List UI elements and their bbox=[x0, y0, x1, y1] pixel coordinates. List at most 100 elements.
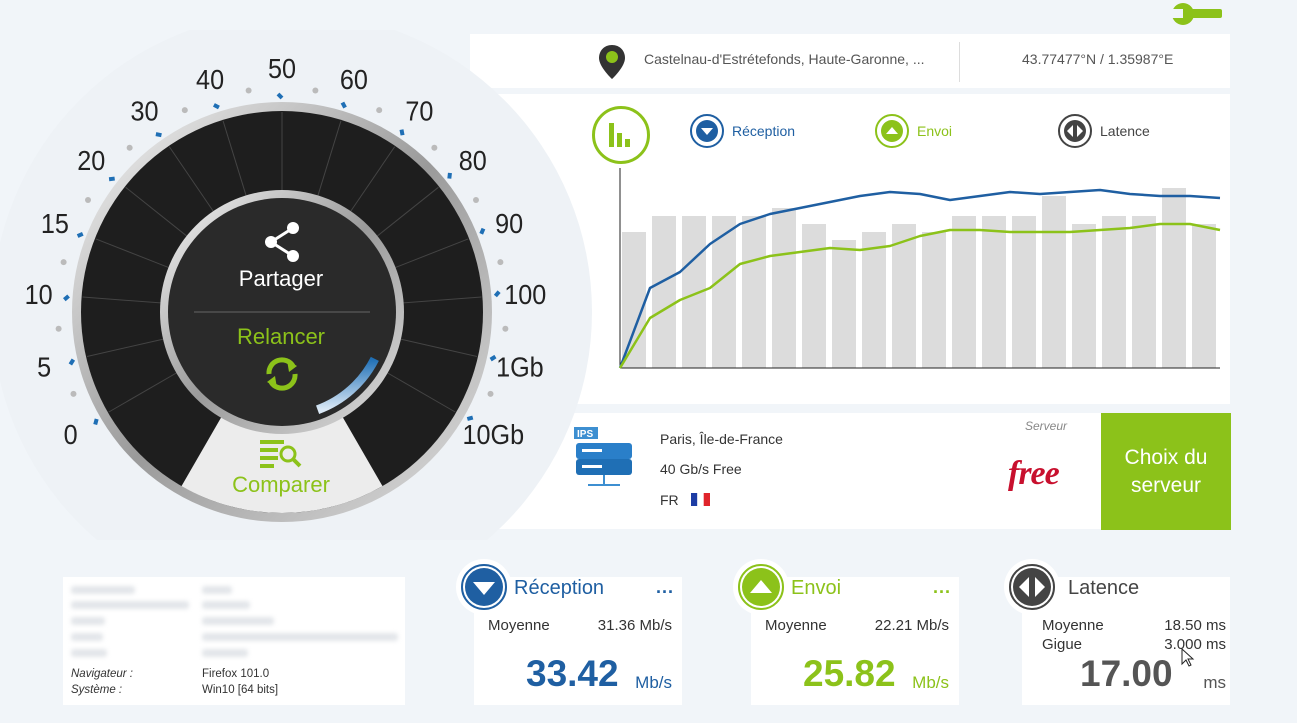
blurred-text bbox=[202, 601, 250, 609]
gauge-tick-label: 100 bbox=[504, 279, 546, 311]
gauge-dot bbox=[497, 259, 504, 266]
server-panel: IPS Paris, Île-de-France 40 Gb/s Free FR… bbox=[470, 413, 1102, 529]
compare-button[interactable]: Comparer bbox=[218, 434, 344, 500]
chart-bar bbox=[1132, 216, 1156, 368]
reception-icon-wrap bbox=[456, 559, 512, 615]
gauge-tick-label: 40 bbox=[196, 64, 224, 96]
chart-bar bbox=[892, 224, 916, 368]
gauge-tick-label: 60 bbox=[340, 64, 368, 96]
latency-icon bbox=[1058, 114, 1092, 148]
gauge-dot bbox=[70, 390, 77, 397]
location-panel: Castelnau-d'Estrétefonds, Haute-Garonne,… bbox=[470, 34, 1230, 88]
free-logo: free bbox=[1008, 455, 1060, 492]
mouse-cursor-icon bbox=[1181, 648, 1195, 667]
rerun-label: Relancer bbox=[236, 324, 326, 349]
download-icon bbox=[461, 564, 507, 610]
gauge-segment-line bbox=[393, 238, 469, 269]
gauge-tick-label: 20 bbox=[77, 145, 105, 177]
chart-panel: Réception Envoi Latence bbox=[470, 94, 1230, 404]
browser-value: Firefox 101.0 bbox=[202, 668, 270, 680]
upload-more-button[interactable]: ... bbox=[932, 577, 951, 597]
chart-bar bbox=[862, 232, 886, 368]
server-country: FR bbox=[660, 492, 679, 508]
gauge-tick-mark bbox=[276, 92, 284, 100]
system-value: Win10 [64 bits] bbox=[202, 684, 279, 696]
gauge-tick-label: 0 bbox=[64, 419, 78, 451]
gauge-progress-arc bbox=[315, 356, 379, 414]
chart-toggle-button[interactable] bbox=[592, 106, 650, 164]
chart-bar bbox=[742, 216, 766, 368]
reception-value: 33.42 bbox=[526, 653, 619, 694]
compare-icon bbox=[260, 440, 302, 468]
ips-badge: IPS bbox=[577, 429, 593, 440]
latency-avg-value: 18.50 ms bbox=[1164, 617, 1226, 634]
reception-avg-value: 31.36 Mb/s bbox=[597, 617, 672, 634]
upload-value: 25.82 bbox=[803, 653, 896, 694]
location-text[interactable]: Castelnau-d'Estrétefonds, Haute-Garonne,… bbox=[644, 51, 925, 67]
gauge-tick-mark bbox=[63, 294, 70, 302]
gauge-segment-line bbox=[82, 296, 163, 304]
legend-envoi[interactable]: Envoi bbox=[875, 114, 952, 148]
latency-value: 17.00 bbox=[1080, 653, 1173, 694]
latency-icon-wrap bbox=[1004, 559, 1060, 615]
wrench-icon[interactable] bbox=[1168, 0, 1224, 30]
compare-wedge[interactable] bbox=[181, 411, 383, 513]
legend-reception[interactable]: Réception bbox=[690, 114, 795, 148]
reception-title: Réception bbox=[514, 577, 605, 599]
gauge-segment-line bbox=[316, 120, 342, 198]
upload-icon bbox=[875, 114, 909, 148]
jitter-value: 3.000 ms bbox=[1164, 636, 1226, 653]
latency-title: Latence bbox=[1068, 577, 1140, 599]
legend-latence[interactable]: Latence bbox=[1058, 114, 1150, 148]
gauge-tick-mark bbox=[93, 418, 99, 425]
upload-card: Envoi ... Moyenne 22.21 Mb/s 25.82 Mb/s bbox=[733, 559, 959, 705]
chart-bar bbox=[772, 208, 796, 368]
gauge-tick-label: 30 bbox=[131, 95, 159, 127]
chart-series-envoi bbox=[618, 222, 1221, 369]
gauge-dot bbox=[126, 144, 133, 151]
share-button[interactable]: Partager bbox=[218, 214, 344, 298]
gauge-dot bbox=[245, 87, 252, 94]
reception-unit: Mb/s bbox=[635, 673, 672, 692]
share-label: Partager bbox=[238, 266, 324, 291]
gauge-tick-mark bbox=[493, 290, 501, 298]
upload-title: Envoi bbox=[791, 577, 842, 599]
reception-more-button[interactable]: ... bbox=[655, 577, 674, 597]
chart-bar bbox=[622, 232, 646, 368]
chart-bar bbox=[832, 240, 856, 368]
gauge-tick-mark bbox=[212, 103, 220, 110]
gauge-dot bbox=[376, 107, 383, 114]
speed-chart bbox=[618, 168, 1221, 369]
rerun-button[interactable]: Relancer bbox=[218, 322, 344, 400]
bar-chart-icon bbox=[609, 123, 630, 147]
gauge-segment-line bbox=[349, 146, 396, 214]
gauge-segment-line bbox=[95, 238, 171, 269]
gauge-dot bbox=[431, 144, 438, 151]
gauge-tick-mark bbox=[108, 176, 115, 182]
gauge-tick-mark bbox=[68, 358, 76, 366]
upload-avg-label: Moyenne bbox=[765, 617, 827, 634]
server-icon: IPS bbox=[574, 427, 632, 486]
gauge-tick-mark bbox=[447, 172, 452, 179]
choose-server-button[interactable]: Choix du serveur bbox=[1101, 413, 1231, 530]
legend-reception-label: Réception bbox=[732, 123, 796, 139]
chart-bar bbox=[922, 232, 946, 368]
gauge-tick-label: 15 bbox=[41, 208, 69, 240]
gauge-segment-line bbox=[401, 296, 482, 304]
latency-unit: ms bbox=[1203, 673, 1226, 692]
gauge-tick-mark bbox=[155, 132, 162, 138]
blurred-text bbox=[71, 633, 103, 641]
legend-envoi-label: Envoi bbox=[917, 123, 953, 139]
blurred-text bbox=[202, 633, 398, 641]
gauge-dot bbox=[312, 87, 319, 94]
system-key: Système : bbox=[71, 684, 123, 696]
gauge-segment-line bbox=[385, 371, 456, 413]
gauge-dot bbox=[60, 259, 67, 266]
chart-bar bbox=[1042, 196, 1066, 368]
chart-series-reception bbox=[618, 188, 1221, 369]
gauge-tick-label: 50 bbox=[268, 53, 296, 85]
blurred-text bbox=[202, 617, 274, 625]
map-pin-icon bbox=[599, 45, 625, 79]
gauge-tick-label: 80 bbox=[459, 145, 487, 177]
